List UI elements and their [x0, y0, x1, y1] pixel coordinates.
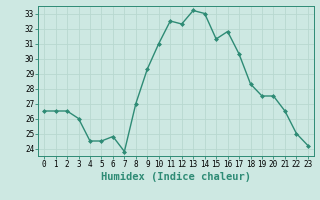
X-axis label: Humidex (Indice chaleur): Humidex (Indice chaleur) — [101, 172, 251, 182]
